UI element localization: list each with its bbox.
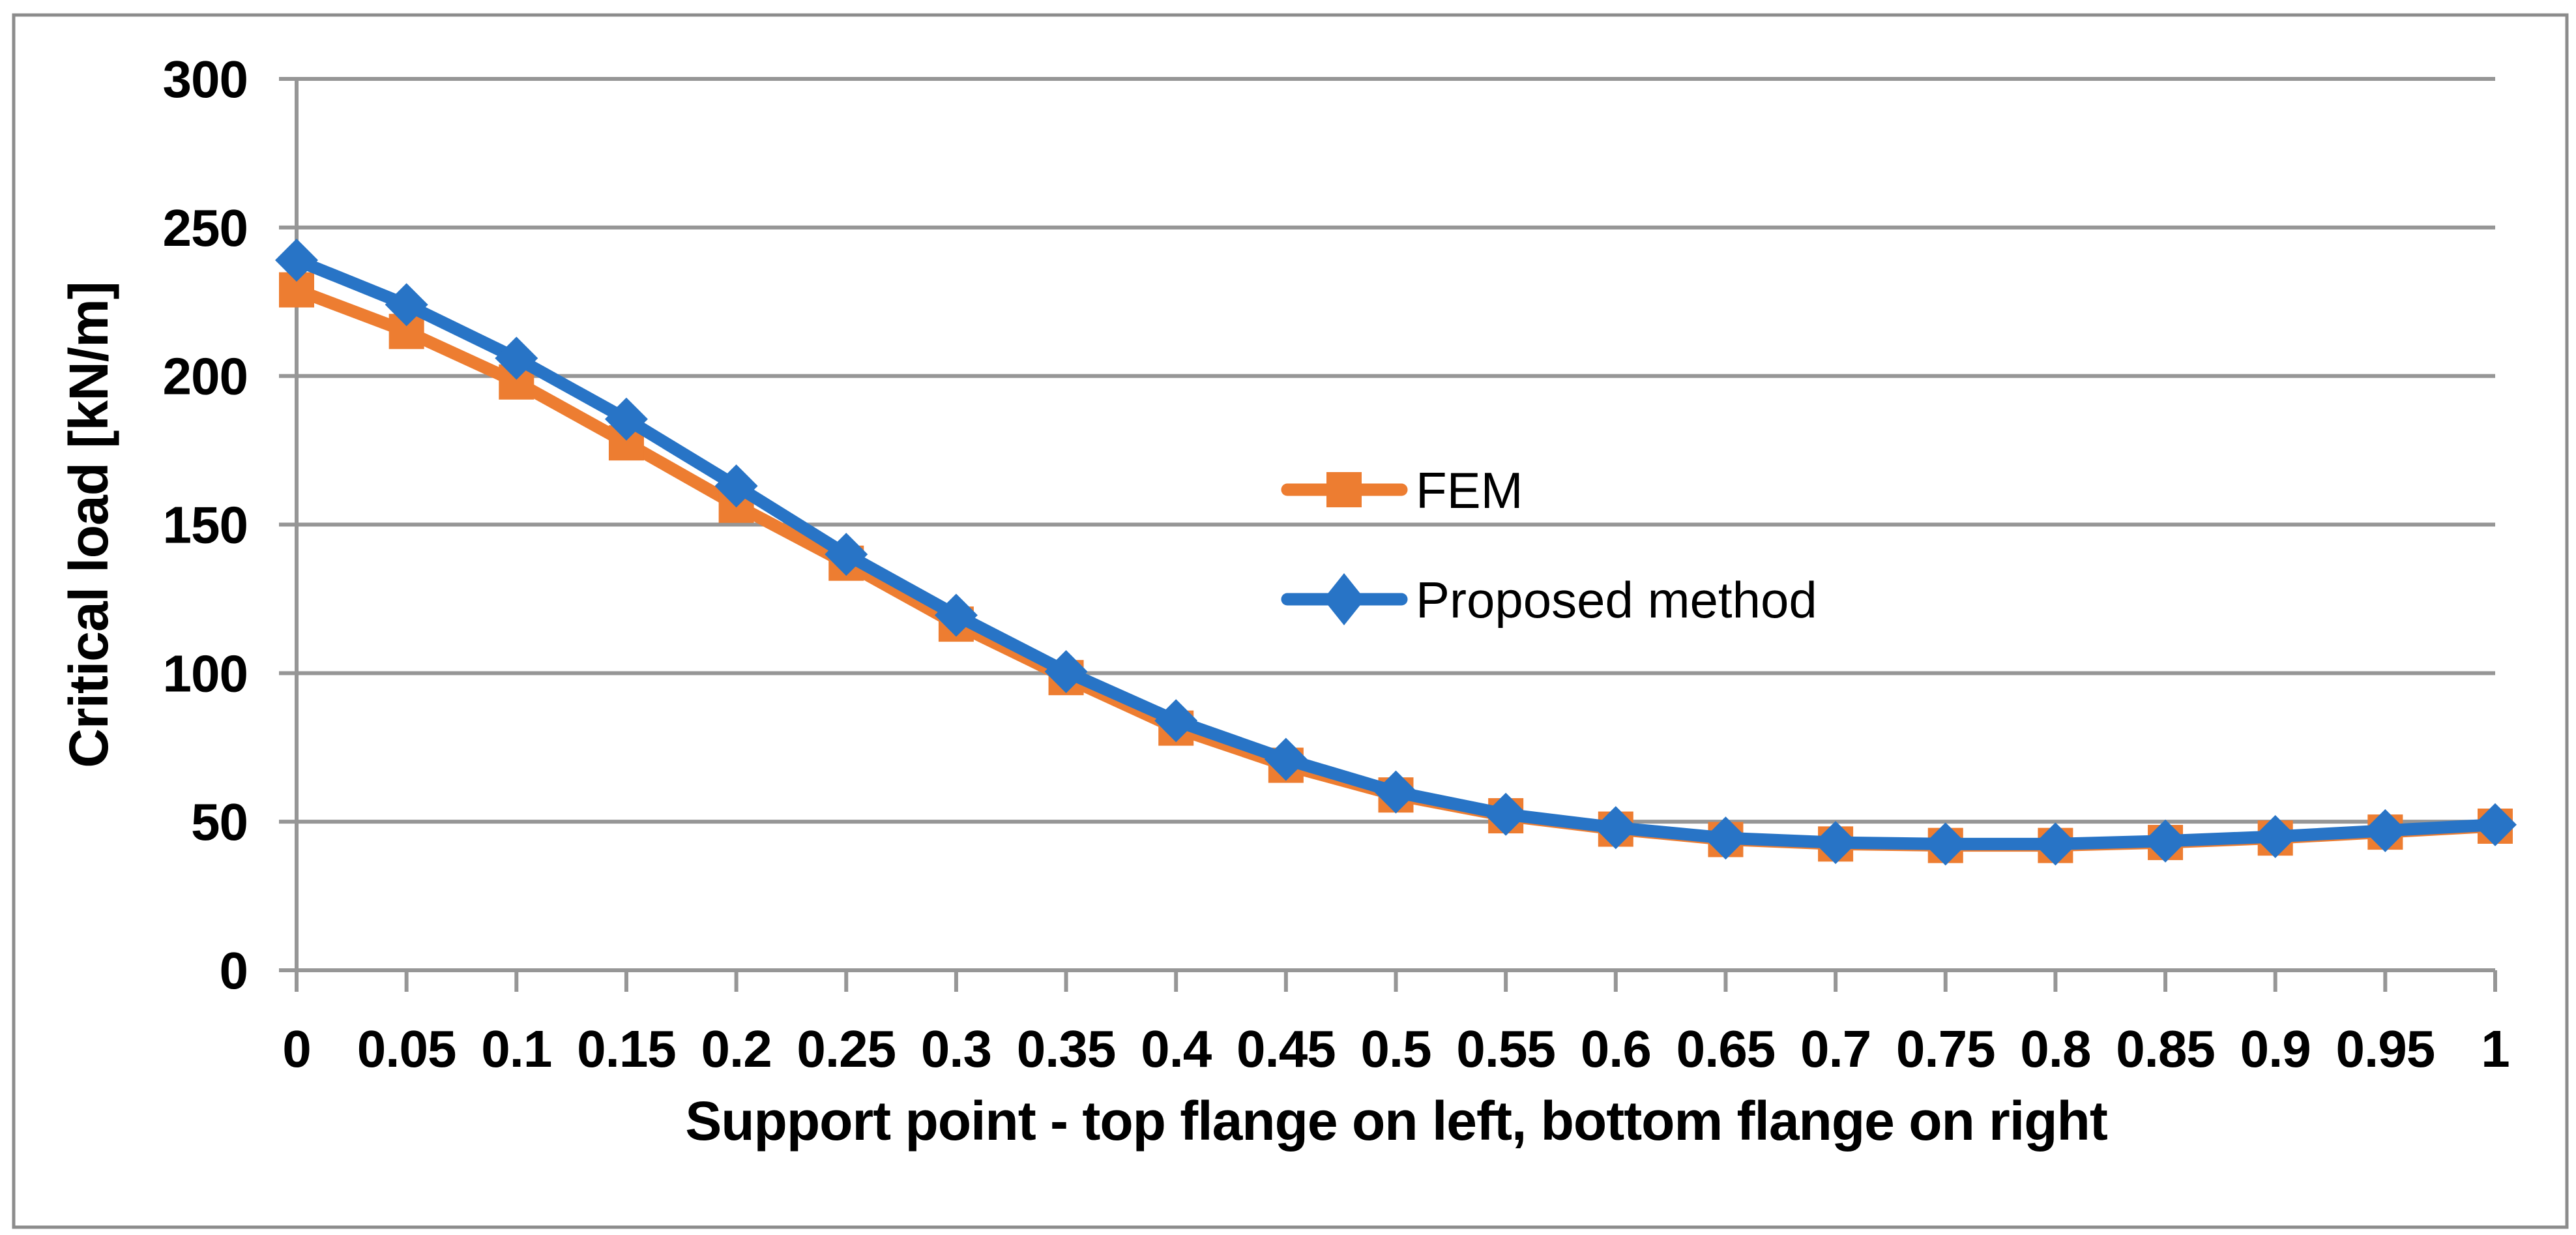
marker-diamond-icon [495,336,538,380]
y-tick-label: 300 [163,50,248,108]
marker-diamond-icon [2474,803,2517,846]
series-line-proposed-method [290,254,2502,850]
marker-diamond-icon [2253,814,2297,858]
y-tick-label: 150 [163,496,248,554]
x-tick-label: 0.5 [1360,1020,1431,1078]
marker-diamond-icon [1924,822,1967,866]
marker-diamond-icon [604,397,648,441]
y-tick-labels: 0 50 100 150 200 250 300 [163,50,248,1000]
x-tick-label: 0.9 [2240,1020,2311,1078]
data-series [275,238,2517,866]
marker-diamond-icon [2034,822,2077,866]
x-tick-label: 0 [282,1020,311,1078]
marker-diamond-icon [2144,819,2188,863]
marker-diamond-icon [1814,821,1858,865]
marker-diamond-icon [385,283,428,327]
x-tick-label: 0.15 [577,1020,676,1078]
x-tick-label: 0.75 [1896,1020,1995,1078]
legend-marker-square-icon [1326,472,1362,507]
marker-diamond-icon [1264,737,1308,781]
marker-diamond-icon [2364,809,2407,852]
x-tick-label: 0.3 [921,1020,991,1078]
y-axis-title: Critical load [kN/m] [58,282,119,767]
marker-diamond-icon [825,533,868,576]
x-tick-label: 0.25 [797,1020,896,1078]
x-tick-label: 0.85 [2116,1020,2215,1078]
x-tick-label: 0.2 [701,1020,771,1078]
marker-diamond-icon [714,464,758,508]
legend-entry-proposed: Proposed method [1281,571,1817,629]
x-tick-label: 0.65 [1676,1020,1776,1078]
legend-label-fem: FEM [1416,462,1523,519]
legend-entry-fem: FEM [1281,462,1523,519]
x-axis-title: Support point - top flange on left, bott… [685,1090,2107,1152]
y-tick-label: 100 [163,644,248,702]
x-tick-label: 0.95 [2335,1020,2435,1078]
y-tick-label: 50 [191,793,248,851]
x-tick-label: 0.55 [1456,1020,1555,1078]
marker-diamond-icon [1594,806,1637,850]
y-tick-label: 0 [220,942,248,1000]
x-tick-label: 0.1 [481,1020,551,1078]
x-tick-labels: 0 0.05 0.1 0.15 0.2 0.25 0.3 0.35 0.4 0.45 0.5 0.55… [282,1020,2510,1078]
marker-diamond-icon [275,238,318,282]
y-tick-label: 250 [163,199,248,257]
marker-diamond-icon [1044,650,1088,694]
marker-diamond-icon [1704,816,1748,860]
x-tick-label: 0.6 [1581,1020,1651,1078]
marker-diamond-icon [934,593,978,637]
x-tick-label: 0.35 [1017,1020,1116,1078]
x-tick-label: 0.8 [2020,1020,2090,1078]
x-tick-label: 1 [2481,1020,2510,1078]
x-tick-label: 0.7 [1800,1020,1871,1078]
x-tick-label: 0.4 [1141,1020,1212,1078]
chart-border [12,13,2569,1229]
marker-diamond-icon [1154,699,1198,743]
marker-diamond-icon [1484,792,1528,836]
x-tick-label: 0.05 [357,1020,456,1078]
legend-label-proposed: Proposed method [1416,571,1817,629]
x-tick-label: 0.45 [1237,1020,1336,1078]
legend-marker-diamond-icon [1323,573,1365,625]
gridlines [297,77,2495,824]
axes [279,77,2497,992]
series-line-fem [290,284,2502,852]
legend: FEM Proposed method [1281,462,1817,629]
y-tick-label: 200 [163,348,248,406]
marker-diamond-icon [1374,770,1418,814]
